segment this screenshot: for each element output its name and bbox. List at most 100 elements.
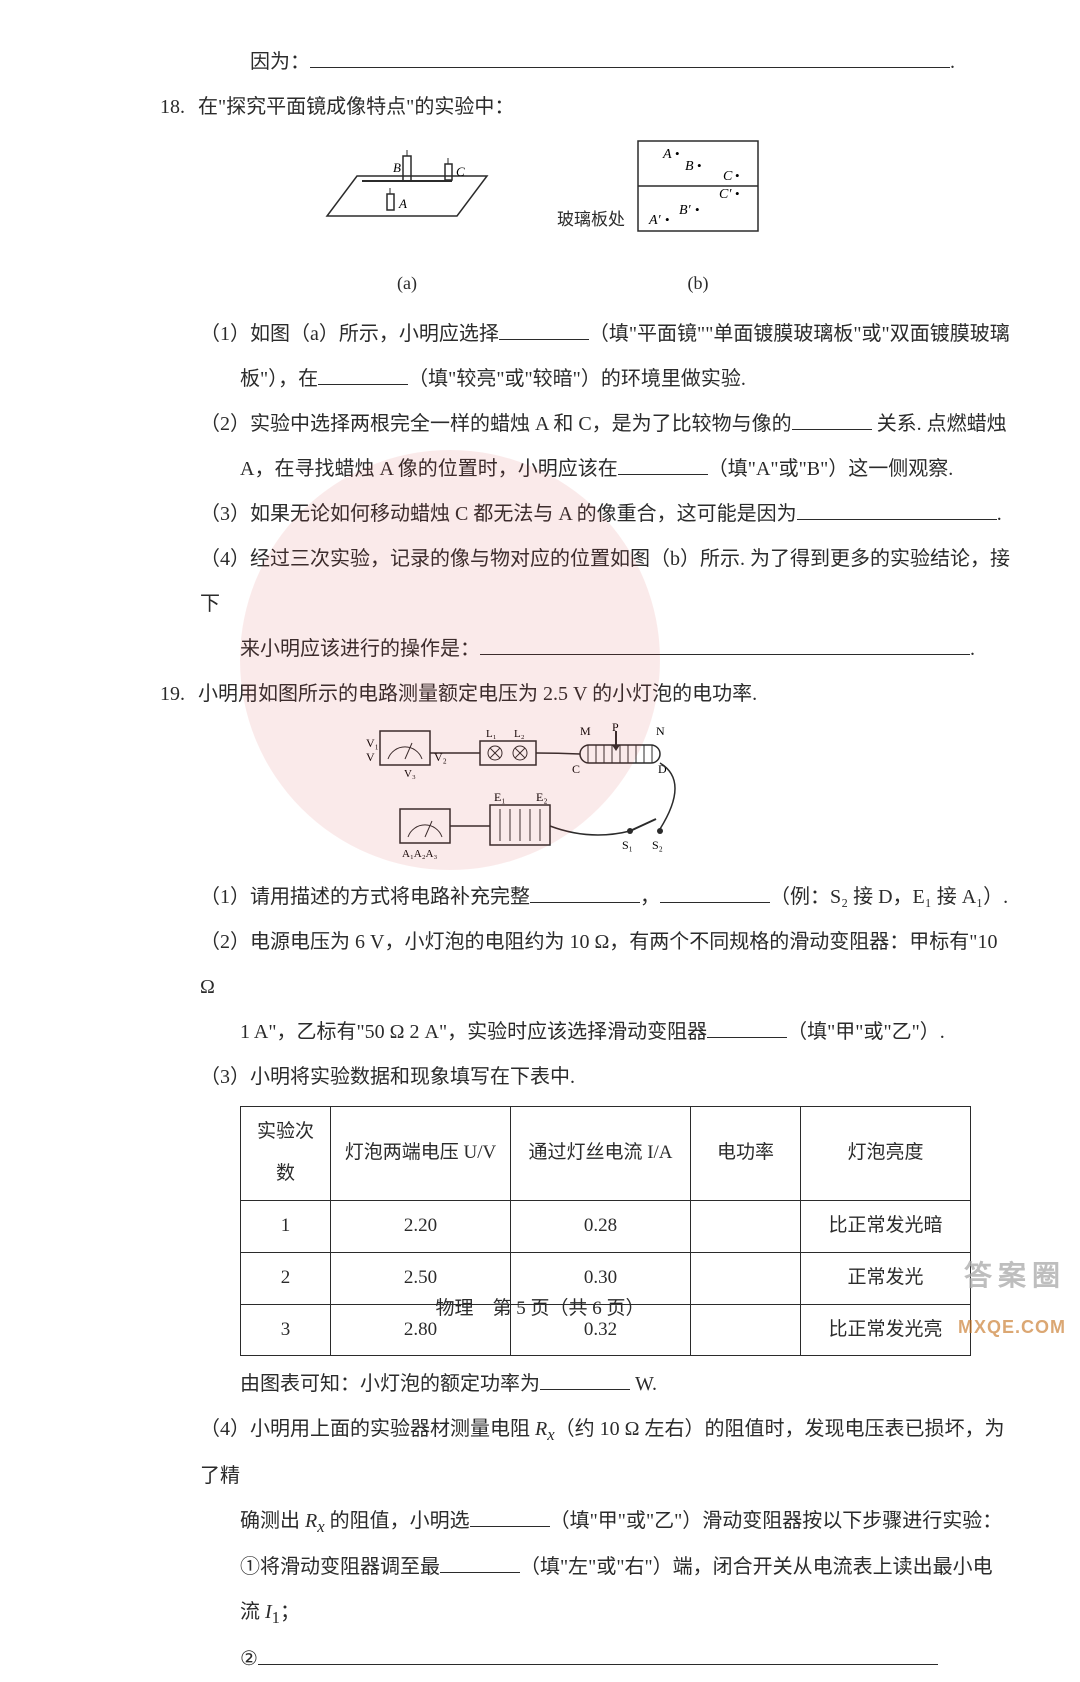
fig-18a-caption: (a) [317, 263, 497, 304]
circuit-svg: V₁ V V₂ V₃ L₁ L₂ [360, 721, 720, 871]
q19-p3b-b: W. [630, 1373, 657, 1395]
q19-p4: （4）小明用上面的实验器材测量电阻 Rx（约 10 Ω 左右）的阻值时，发现电压… [70, 1407, 1010, 1499]
svg-text:M: M [580, 724, 591, 738]
q18-p2-a: （2）实验中选择两根完全一样的蜡烛 A 和 C，是为了比较物与像的 [200, 413, 792, 435]
blank [530, 883, 640, 903]
svg-text:S₂: S₂ [652, 838, 663, 852]
q19-p2-line2: 1 A"，乙标有"50 Ω 2 A"，实验时应该选择滑动变阻器（填"甲"或"乙"… [70, 1010, 1010, 1055]
q18-p2-line2: A，在寻找蜡烛 A 像的位置时，小明应该在（填"A"或"B"）这一侧观察. [70, 447, 1010, 492]
blank [470, 1507, 550, 1527]
q18-p1: （1）如图（a）所示，小明应选择（填"平面镜""单面镀膜玻璃板"或"双面镀膜玻璃 [70, 312, 1010, 357]
svg-text:A: A [662, 147, 672, 162]
svg-text:A₁A₂A₃: A₁A₂A₃ [402, 848, 438, 860]
q19-p4-f: ①将滑动变阻器调至最 [240, 1556, 440, 1578]
rx-r2: R [305, 1510, 317, 1532]
page-footer: 物理 第 5 页（共 6 页） [0, 1288, 1080, 1331]
svg-text:P: P [612, 721, 619, 734]
q19-p1: （1）请用描述的方式将电路补充完整 ， （例：S₂ 接 D，E₁ 接 A₁）. [70, 875, 1010, 920]
svg-text:•: • [697, 158, 702, 173]
question-18: 18. 在"探究平面镜成像特点"的实验中： B C A [70, 85, 1010, 672]
q18-p3: （3）如果无论如何移动蜡烛 C 都无法与 A 的像重合，这可能是因为. [70, 492, 1010, 537]
th-2: 通过灯丝电流 I/A [511, 1106, 691, 1201]
q19-number: 19. [160, 672, 198, 717]
q18-p1-c: 板"），在 [240, 368, 318, 390]
q19-p2-a: （2）电源电压为 6 V，小灯泡的电阻约为 10 Ω，有两个不同规格的滑动变阻器… [200, 931, 997, 998]
q19-p4-line5: ② [70, 1637, 1010, 1682]
q18-p2: （2）实验中选择两根完全一样的蜡烛 A 和 C，是为了比较物与像的 关系. 点燃… [70, 402, 1010, 447]
svg-text:B′: B′ [679, 203, 692, 218]
fig-18b-caption: (b) [633, 263, 763, 304]
blank [707, 1018, 787, 1038]
q18-number: 18. [160, 85, 198, 130]
blank-because [310, 48, 950, 68]
svg-text:C: C [456, 164, 465, 179]
q18-p4-a: （4）经过三次实验，记录的像与物对应的位置如图（b）所示. 为了得到更多的实验结… [200, 548, 1010, 615]
q19-p4-h: 流 [240, 1601, 265, 1623]
q19-p1-b: ， [640, 886, 660, 908]
q19-stem: 小明用如图所示的电路测量额定电压为 2.5 V 的小灯泡的电功率. [198, 672, 757, 717]
svg-text:A: A [398, 196, 407, 211]
q18-p1-line2: 板"），在（填"较亮"或"较暗"）的环境里做实验. [70, 357, 1010, 402]
q18-p3-b: . [997, 503, 1002, 525]
q19-p4-j: ； [280, 1601, 300, 1623]
q18-p4-line2: 来小明应该进行的操作是：. [70, 627, 1010, 672]
th-1: 灯泡两端电压 U/V [331, 1106, 511, 1201]
svg-text:•: • [665, 212, 670, 227]
svg-text:A′: A′ [648, 213, 662, 228]
figure-18a: B C A (a) [317, 136, 497, 304]
svg-text:L₂: L₂ [514, 728, 525, 740]
svg-text:•: • [675, 146, 680, 161]
blank [258, 1645, 938, 1665]
q19-p4-a: （4）小明用上面的实验器材测量电阻 [200, 1418, 535, 1440]
q18-p2-b: 关系. 点燃蜡烛 [872, 413, 1007, 435]
td: 比正常发光暗 [801, 1201, 971, 1253]
q19-p4-line3: ①将滑动变阻器调至最 （填"左"或"右"）端，闭合开关从电流表上读出最小电 [70, 1545, 1010, 1590]
blank [792, 410, 872, 430]
q18-figures: B C A (a) 玻璃板处 A• B• [70, 136, 1010, 304]
svg-text:V₁: V₁ [366, 736, 379, 750]
q19-p4-e: （填"甲"或"乙"）滑动变阻器按以下步骤进行实验： [550, 1510, 1003, 1532]
svg-text:•: • [735, 186, 740, 201]
exam-page: 因为：. 18. 在"探究平面镜成像特点"的实验中： B C [0, 0, 1080, 1361]
svg-text:V₂: V₂ [434, 750, 447, 764]
td: 1 [241, 1201, 331, 1253]
question-19: 19. 小明用如图所示的电路测量额定电压为 2.5 V 的小灯泡的电功率. V₁… [70, 672, 1010, 1682]
th-3: 电功率 [691, 1106, 801, 1201]
td [691, 1201, 801, 1253]
rx-r: R [535, 1418, 547, 1440]
q18-p4: （4）经过三次实验，记录的像与物对应的位置如图（b）所示. 为了得到更多的实验结… [70, 537, 1010, 627]
q19-p1-c: （例：S₂ 接 D，E₁ 接 A₁）. [770, 886, 1008, 908]
q19-figure: V₁ V V₂ V₃ L₁ L₂ [70, 721, 1010, 871]
q19-p4-line2: 确测出 Rx 的阻值，小明选（填"甲"或"乙"）滑动变阻器按以下步骤进行实验： [70, 1499, 1010, 1546]
svg-text:B: B [393, 160, 401, 175]
svg-text:V: V [366, 750, 375, 764]
q19-p3b: 由图表可知：小灯泡的额定功率为 W. [70, 1362, 1010, 1407]
q19-p2: （2）电源电压为 6 V，小灯泡的电阻约为 10 Ω，有两个不同规格的滑动变阻器… [70, 920, 1010, 1010]
q19-p4-g: （填"左"或"右"）端，闭合开关从电流表上读出最小电 [520, 1556, 993, 1578]
q19-p1-a: （1）请用描述的方式将电路补充完整 [200, 886, 530, 908]
table-row: 1 2.20 0.28 比正常发光暗 [241, 1201, 971, 1253]
continuation-line: 因为：. [70, 40, 1010, 85]
blank [499, 320, 589, 340]
q18-p4-c: . [970, 638, 975, 660]
rx-x: x [547, 1425, 554, 1444]
table-header-row: 实验次数 灯泡两端电压 U/V 通过灯丝电流 I/A 电功率 灯泡亮度 [241, 1106, 971, 1201]
figure-18b-svg: A• B• C• C′• B′• A′• [633, 136, 763, 246]
q18-stem: 在"探究平面镜成像特点"的实验中： [198, 85, 514, 130]
q19-p2-c: （填"甲"或"乙"）. [787, 1021, 945, 1043]
blank [318, 365, 408, 385]
q18-p4-b: 来小明应该进行的操作是： [240, 638, 480, 660]
svg-text:S₁: S₁ [622, 838, 633, 852]
fig-18b-left-label: 玻璃板处 [557, 201, 625, 239]
because-prefix: 因为： [250, 51, 310, 73]
blank [440, 1553, 520, 1573]
blank [797, 500, 997, 520]
q19-p4-c: 确测出 [240, 1510, 305, 1532]
q18-p3-a: （3）如果无论如何移动蜡烛 C 都无法与 A 的像重合，这可能是因为 [200, 503, 797, 525]
th-4: 灯泡亮度 [801, 1106, 971, 1201]
q18-p1-b: （填"平面镜""单面镀膜玻璃板"或"双面镀膜玻璃 [589, 323, 1010, 345]
blank [480, 635, 970, 655]
th-0: 实验次数 [241, 1106, 331, 1201]
q19-p3: （3）小明将实验数据和现象填写在下表中. [70, 1055, 1010, 1100]
blank [618, 455, 708, 475]
